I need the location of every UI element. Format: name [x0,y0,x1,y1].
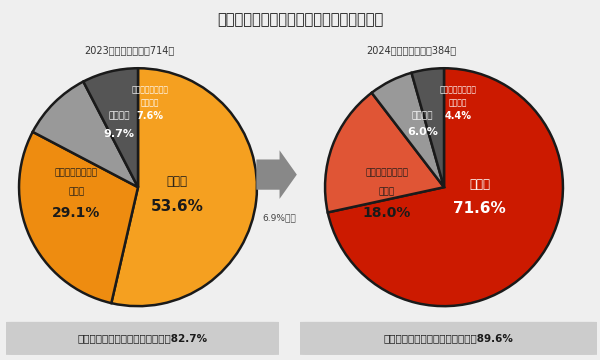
FancyBboxPatch shape [294,322,600,355]
Text: どちらかといえば: どちらかといえば [55,168,98,177]
Text: どちらかといえば: どちらかといえば [131,85,169,94]
Text: ボーナス: ボーナス [412,111,433,120]
Wedge shape [325,93,444,212]
Wedge shape [412,68,444,187]
Text: 18.0%: 18.0% [363,206,411,220]
Wedge shape [371,73,444,187]
Text: 9.7%: 9.7% [103,129,134,139]
Text: 6.9%増加: 6.9%増加 [262,213,296,222]
Text: 4.4%: 4.4% [445,111,472,121]
Text: ボーナス: ボーナス [108,111,130,120]
Text: 71.6%: 71.6% [454,201,506,216]
Text: 賃上げ: 賃上げ [469,178,490,191]
Text: ボーナス: ボーナス [140,98,159,107]
Text: どちらかといえば: どちらかといえば [365,168,409,177]
Text: 7.6%: 7.6% [136,111,163,121]
Text: 賃上げ: 賃上げ [68,188,84,197]
Text: 賃上げとボーナスでは、どちらが嬉しいか: 賃上げとボーナスでは、どちらが嬉しいか [217,13,383,28]
Text: どちらかといえば: どちらかといえば [440,85,477,94]
Wedge shape [83,68,138,187]
Wedge shape [328,68,563,306]
Text: 2024年　回答者数：384人: 2024年 回答者数：384人 [366,45,456,55]
Text: 嬉しいのは「賃上げ派」が最多で89.6%: 嬉しいのは「賃上げ派」が最多で89.6% [383,333,514,343]
Text: 29.1%: 29.1% [52,206,100,220]
FancyBboxPatch shape [1,322,284,355]
Wedge shape [112,68,257,306]
Text: 賃上げ: 賃上げ [167,175,188,188]
FancyArrow shape [256,150,297,199]
Text: 2023年　回答者数：714人: 2023年 回答者数：714人 [84,45,174,55]
Text: 6.0%: 6.0% [407,127,438,138]
Text: 嬉しいのは「賃上げ派」が最多で82.7%: 嬉しいのは「賃上げ派」が最多で82.7% [77,333,208,343]
Wedge shape [19,132,138,303]
Text: ボーナス: ボーナス [449,98,467,107]
Text: 53.6%: 53.6% [151,199,203,214]
Wedge shape [32,82,138,187]
Text: 賃上げ: 賃上げ [379,188,395,197]
